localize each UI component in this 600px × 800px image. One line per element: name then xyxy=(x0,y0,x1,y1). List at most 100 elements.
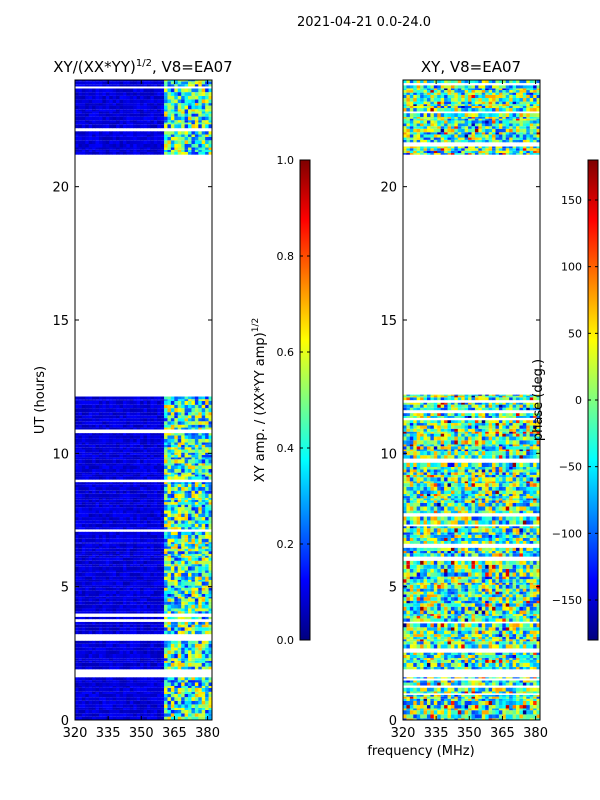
amplitude-cell xyxy=(81,507,86,511)
amplitude-cell xyxy=(129,572,134,577)
amplitude-cell xyxy=(177,564,182,567)
amplitude-cell xyxy=(198,84,203,87)
amplitude-cell xyxy=(75,424,79,428)
amplitude-cell xyxy=(143,502,148,505)
amplitude-cell xyxy=(208,113,212,117)
amplitude-cell xyxy=(188,713,192,717)
amplitude-cell xyxy=(201,140,206,144)
amplitude-cell xyxy=(208,555,212,558)
amplitude-cell xyxy=(167,542,172,544)
amplitude-cell xyxy=(170,482,175,485)
amplitude-cell xyxy=(167,686,172,688)
amplitude-cell xyxy=(150,418,155,422)
amplitude-cell xyxy=(95,149,100,152)
amplitude-cell xyxy=(116,484,120,488)
amplitude-cell xyxy=(81,147,86,150)
amplitude-cell xyxy=(198,594,203,597)
amplitude-cell xyxy=(122,465,127,469)
amplitude-cell xyxy=(174,542,179,544)
amplitude-cell xyxy=(143,686,148,688)
amplitude-cell xyxy=(157,88,162,93)
amplitude-cell xyxy=(164,442,168,445)
amplitude-cell xyxy=(116,80,120,82)
amplitude-cell xyxy=(160,601,165,605)
amplitude-cell xyxy=(140,109,144,112)
amplitude-cell xyxy=(136,579,141,582)
amplitude-cell xyxy=(122,686,127,688)
amplitude-cell xyxy=(133,531,138,535)
amplitude-cell xyxy=(88,590,93,594)
amplitude-cell xyxy=(102,643,107,648)
amplitude-cell xyxy=(129,444,134,448)
amplitude-cell xyxy=(167,81,172,85)
amplitude-cell xyxy=(98,103,103,106)
amplitude-cell xyxy=(174,122,179,125)
amplitude-cell xyxy=(81,465,86,469)
amplitude-cell xyxy=(191,490,196,494)
amplitude-cell xyxy=(150,579,155,582)
amplitude-cell xyxy=(164,452,168,455)
amplitude-cell xyxy=(167,105,172,110)
amplitude-cell xyxy=(198,534,203,539)
amplitude-cell xyxy=(95,490,100,494)
amplitude-cell xyxy=(184,80,189,82)
amplitude-cell xyxy=(126,553,131,556)
amplitude-cell xyxy=(116,555,120,558)
amplitude-cell xyxy=(102,111,107,114)
amplitude-cell xyxy=(181,482,185,485)
amplitude-cell xyxy=(105,497,110,500)
amplitude-cell xyxy=(194,640,199,644)
amplitude-cell xyxy=(170,502,175,505)
amplitude-cell xyxy=(112,457,117,460)
amplitude-cell xyxy=(116,662,120,667)
amplitude-cell xyxy=(205,113,209,117)
amplitude-cell xyxy=(88,502,93,505)
amplitude-cell xyxy=(88,404,93,409)
amplitude-cell xyxy=(184,399,189,401)
amplitude-cell xyxy=(85,627,90,631)
amplitude-cell xyxy=(181,140,185,144)
amplitude-cell xyxy=(92,660,96,663)
amplitude-cell xyxy=(98,454,103,458)
amplitude-cell xyxy=(153,640,158,644)
amplitude-cell xyxy=(98,484,103,488)
amplitude-cell xyxy=(119,116,124,121)
amplitude-cell xyxy=(112,421,117,425)
amplitude-cell xyxy=(160,502,165,505)
amplitude-cell xyxy=(157,704,162,708)
amplitude-cell xyxy=(160,490,165,494)
amplitude-cell xyxy=(112,616,117,620)
amplitude-cell xyxy=(177,469,182,473)
amplitude-cell xyxy=(201,449,206,453)
amplitude-cell xyxy=(208,144,212,148)
amplitude-cell xyxy=(78,497,83,500)
amplitude-cell xyxy=(133,109,138,112)
amplitude-cell xyxy=(85,438,90,443)
amplitude-cell xyxy=(126,120,131,123)
amplitude-cell xyxy=(150,616,155,620)
amplitude-cell xyxy=(136,105,141,110)
amplitude-cell xyxy=(119,396,124,400)
amplitude-cell xyxy=(116,704,120,708)
amplitude-cell xyxy=(164,484,168,488)
amplitude-cell xyxy=(167,418,172,422)
amplitude-cell xyxy=(157,487,162,491)
amplitude-cell xyxy=(122,700,127,705)
amplitude-cell xyxy=(105,396,110,400)
amplitude-cell xyxy=(146,680,151,683)
amplitude-cell xyxy=(109,523,114,528)
amplitude-cell xyxy=(75,658,79,661)
amplitude-cell xyxy=(184,650,189,655)
amplitude-cell xyxy=(105,647,110,651)
amplitude-cell xyxy=(126,654,131,659)
amplitude-cell xyxy=(136,572,141,577)
amplitude-cell xyxy=(98,700,103,705)
amplitude-cell xyxy=(153,542,158,544)
amplitude-cell xyxy=(170,487,175,491)
amplitude-cell xyxy=(95,590,100,594)
amplitude-cell xyxy=(143,404,148,409)
amplitude-cell xyxy=(146,487,151,491)
amplitude-cell xyxy=(205,700,209,705)
amplitude-cell xyxy=(140,103,144,106)
amplitude-cell xyxy=(208,517,212,521)
